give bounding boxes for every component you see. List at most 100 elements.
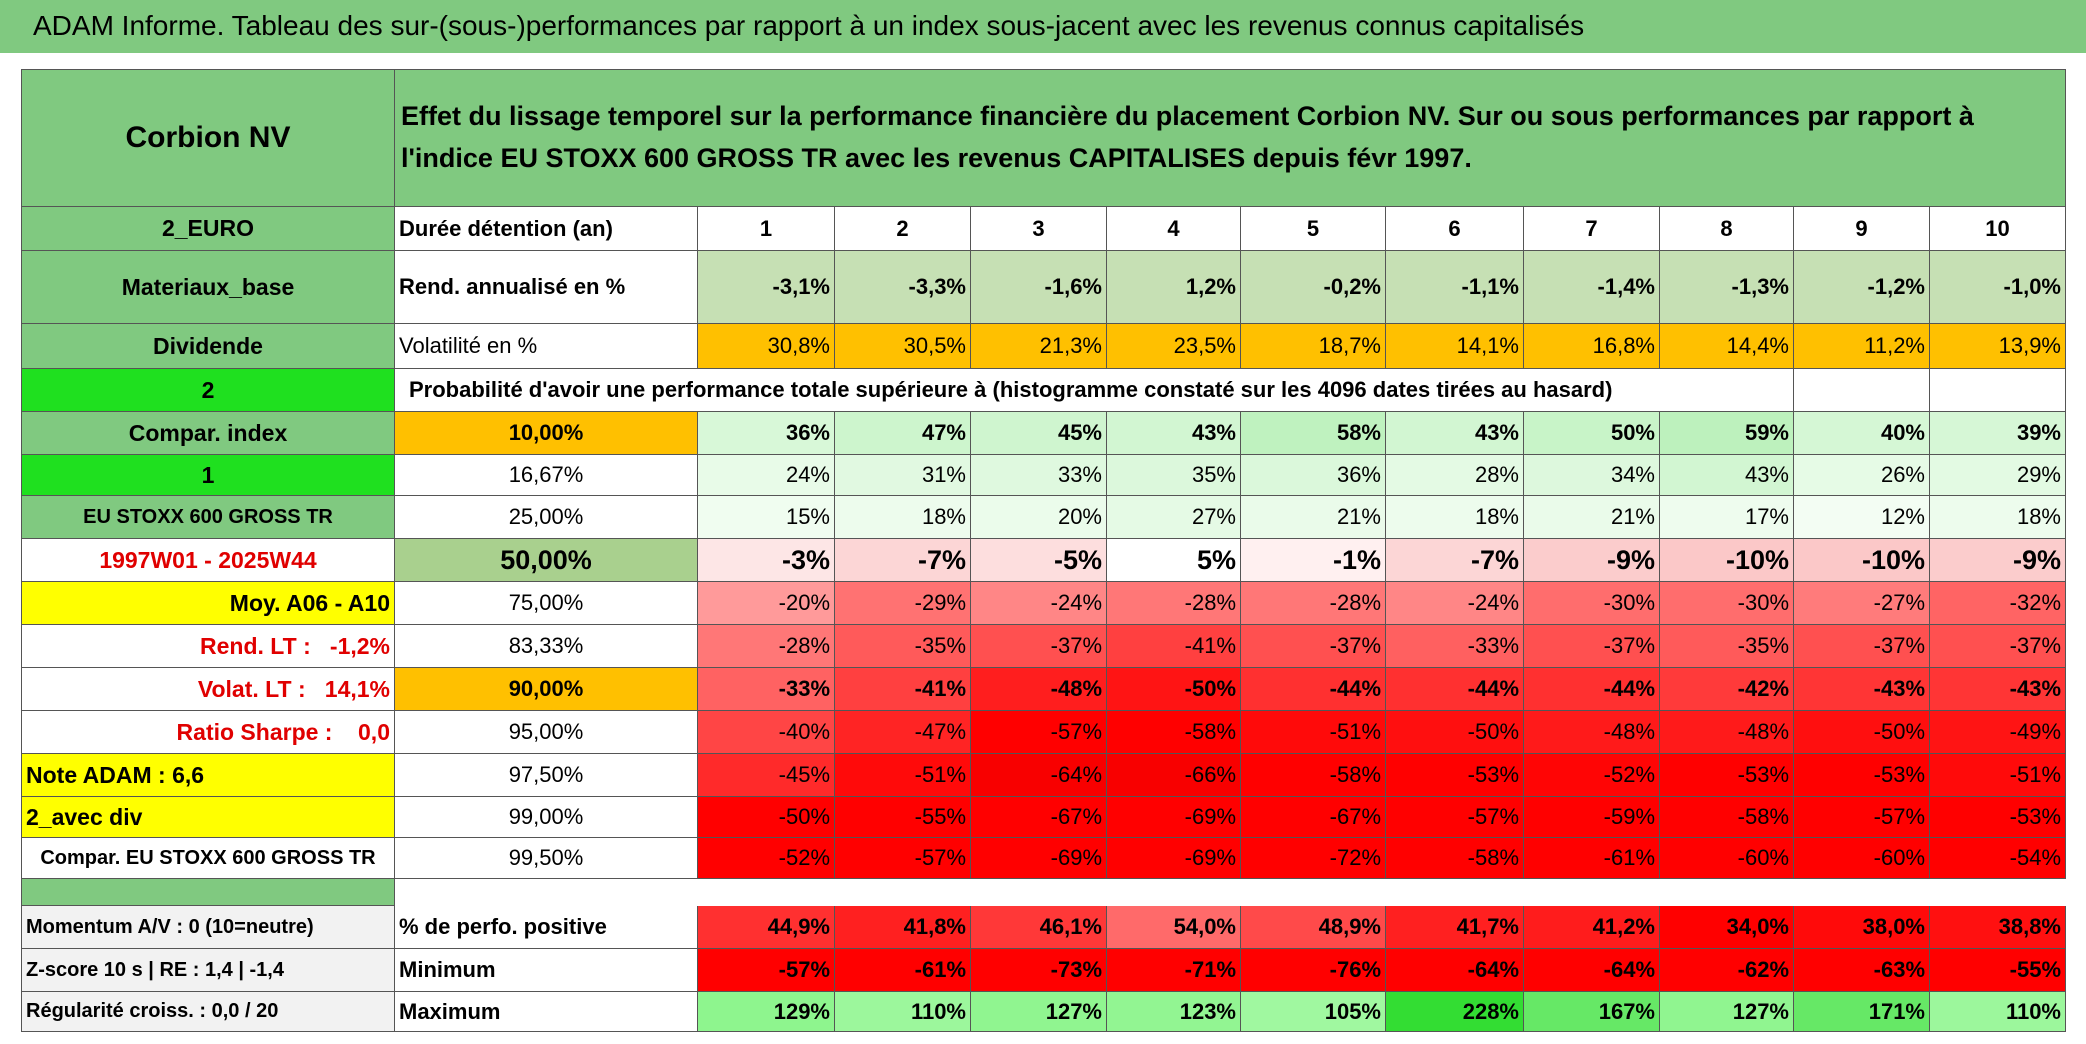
title-bar: ADAM Informe. Tableau des sur-(sous-)per… [0, 0, 2086, 53]
value-cell: -24% [970, 581, 1107, 625]
column-header: 5 [1240, 206, 1386, 251]
value-cell: 40% [1793, 411, 1930, 455]
row-label: 97,50% [394, 753, 698, 797]
table-row: Materiaux_base Rend. annualisé en % -3,1% -… [21, 250, 2066, 324]
row-label: 25,00% [394, 495, 698, 539]
table-row: 2 Probabilité d'avoir une performance tot… [21, 368, 2066, 412]
value-cell: -41% [834, 667, 971, 711]
row-label: 95,00% [394, 710, 698, 754]
value-cell: -37% [1929, 624, 2066, 668]
value-cell: -60% [1793, 837, 1930, 879]
value-cell: 23,5% [1106, 323, 1241, 369]
table-row: Moy. A06 - A10 75,00% -20% -29% -24% -28% -28%… [21, 581, 2066, 625]
value-cell: -9% [1929, 538, 2066, 582]
value-cell: 47% [834, 411, 971, 455]
row-label: 16,67% [394, 454, 698, 496]
row-label: Durée détention (an) [394, 206, 698, 251]
value-cell: 17% [1659, 495, 1794, 539]
value-cell: -28% [1106, 581, 1241, 625]
value-cell: -1% [1240, 538, 1386, 582]
value-cell: -7% [1385, 538, 1524, 582]
value-cell: 105% [1240, 991, 1386, 1032]
value-cell: 15% [697, 495, 835, 539]
value-cell: 41,2% [1523, 905, 1660, 949]
value-cell: 39% [1929, 411, 2066, 455]
value-cell: 43% [1659, 454, 1794, 496]
row-title: Compar. index [21, 411, 395, 455]
value-cell: -10% [1793, 538, 1930, 582]
column-header: 10 [1929, 206, 2066, 251]
value-cell: 48,9% [1240, 905, 1386, 949]
row-title: Note ADAM : 6,6 [21, 753, 395, 797]
value-cell: 21% [1240, 495, 1386, 539]
value-cell: -57% [1385, 796, 1524, 838]
value-cell: -10% [1659, 538, 1794, 582]
value-cell: -58% [1106, 710, 1241, 754]
value-cell: -52% [1523, 753, 1660, 797]
value-cell: -27% [1793, 581, 1930, 625]
value-cell: 44,9% [697, 905, 835, 949]
value-cell: 33% [970, 454, 1107, 496]
row-title: Z-score 10 s | RE : 1,4 | -1,4 [21, 948, 395, 992]
table-row: Volat. LT : 14,1% 90,00% -33% -41% -48% -50% -… [21, 667, 2066, 711]
row-title: Momentum A/V : 0 (10=neutre) [21, 905, 395, 949]
row-title: Materiaux_base [21, 250, 395, 324]
value-cell: -41% [1106, 624, 1241, 668]
value-cell: -57% [834, 837, 971, 879]
value-cell: 43% [1106, 411, 1241, 455]
row-label: 99,50% [394, 837, 698, 879]
value-cell: 110% [1929, 991, 2066, 1032]
value-cell: 167% [1523, 991, 1660, 1032]
value-cell: -57% [1793, 796, 1930, 838]
table-row: Ratio Sharpe : 0,0 95,00% -40% -47% -57% -58%… [21, 710, 2066, 754]
value-cell: -58% [1240, 753, 1386, 797]
value-cell: -32% [1929, 581, 2066, 625]
table-row: Rend. LT : -1,2% 83,33% -28% -35% -37% -41% -3… [21, 624, 2066, 668]
value-cell: 171% [1793, 991, 1930, 1032]
value-cell: 129% [697, 991, 835, 1032]
value-cell: 36% [1240, 454, 1386, 496]
value-cell: -48% [1659, 710, 1794, 754]
column-header: 7 [1523, 206, 1660, 251]
value-cell: -3,3% [834, 250, 971, 324]
value-cell: 20% [970, 495, 1107, 539]
value-cell: 29% [1929, 454, 2066, 496]
row-title: Régularité croiss. : 0,0 / 20 [21, 991, 395, 1032]
value-cell: -45% [697, 753, 835, 797]
value-cell: -58% [1659, 796, 1794, 838]
value-cell: 58% [1240, 411, 1386, 455]
value-cell: 11,2% [1793, 323, 1930, 369]
value-cell: -53% [1929, 796, 2066, 838]
row-title: EU STOXX 600 GROSS TR [21, 495, 395, 539]
value-cell: -51% [834, 753, 971, 797]
probability-caption: Probabilité d'avoir une performance tota… [394, 368, 1794, 412]
value-cell: -5% [970, 538, 1107, 582]
value-cell: 18% [1929, 495, 2066, 539]
value-cell: -69% [1106, 796, 1241, 838]
value-cell: 34% [1523, 454, 1660, 496]
header-row: Corbion NV Effet du lissage temporel sur … [21, 69, 2066, 207]
value-cell: 36% [697, 411, 835, 455]
table-row: Régularité croiss. : 0,0 / 20 Maximum 129%… [21, 991, 2066, 1032]
value-cell: 31% [834, 454, 971, 496]
value-cell: -47% [834, 710, 971, 754]
column-header: 9 [1793, 206, 1930, 251]
row-title: 1997W01 - 2025W44 [21, 538, 395, 582]
value-cell: -62% [1659, 948, 1794, 992]
description: Effet du lissage temporel sur la perform… [394, 69, 2066, 207]
value-cell: -42% [1659, 667, 1794, 711]
value-cell: -24% [1385, 581, 1524, 625]
value-cell: 21,3% [970, 323, 1107, 369]
value-cell: 45% [970, 411, 1107, 455]
value-cell: -30% [1659, 581, 1794, 625]
row-label: Rend. annualisé en % [394, 250, 698, 324]
value-cell: -1,4% [1523, 250, 1660, 324]
value-cell: -55% [1929, 948, 2066, 992]
row-label: 50,00% [394, 538, 698, 582]
value-cell: -43% [1793, 667, 1930, 711]
row-title: Compar. EU STOXX 600 GROSS TR [21, 837, 395, 879]
table-row: 2_avec div 99,00% -50% -55% -67% -69% -67% -57%… [21, 796, 2066, 838]
value-cell: -50% [1106, 667, 1241, 711]
value-cell: -71% [1106, 948, 1241, 992]
value-cell: 35% [1106, 454, 1241, 496]
